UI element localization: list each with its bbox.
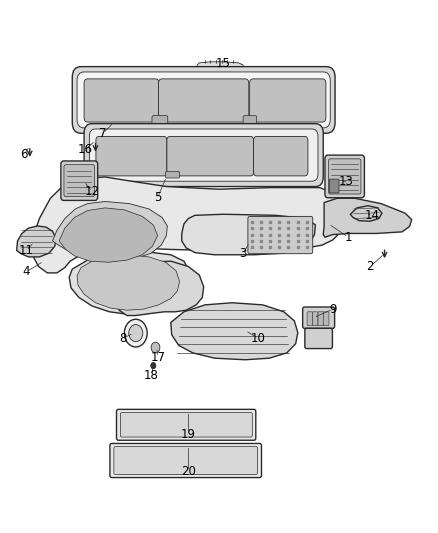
FancyBboxPatch shape <box>114 447 258 474</box>
FancyBboxPatch shape <box>329 179 339 193</box>
Ellipse shape <box>151 342 160 353</box>
Polygon shape <box>323 198 412 237</box>
FancyBboxPatch shape <box>117 409 256 440</box>
FancyBboxPatch shape <box>61 161 98 200</box>
Text: 8: 8 <box>119 332 126 345</box>
FancyBboxPatch shape <box>250 79 326 122</box>
Ellipse shape <box>151 362 156 369</box>
Text: 10: 10 <box>251 332 266 345</box>
Text: 6: 6 <box>20 148 28 161</box>
Text: 1: 1 <box>344 231 352 244</box>
FancyBboxPatch shape <box>318 312 324 326</box>
FancyBboxPatch shape <box>167 136 254 176</box>
FancyBboxPatch shape <box>64 165 95 197</box>
Ellipse shape <box>202 217 227 247</box>
Text: 19: 19 <box>181 428 196 441</box>
Polygon shape <box>17 226 56 257</box>
Text: 11: 11 <box>19 244 34 257</box>
Ellipse shape <box>232 229 246 246</box>
FancyBboxPatch shape <box>305 328 332 349</box>
FancyBboxPatch shape <box>166 172 180 178</box>
Polygon shape <box>59 208 158 262</box>
FancyBboxPatch shape <box>323 312 329 326</box>
FancyBboxPatch shape <box>110 443 261 478</box>
FancyBboxPatch shape <box>303 307 335 328</box>
Polygon shape <box>31 177 344 273</box>
Text: 9: 9 <box>329 303 337 316</box>
FancyBboxPatch shape <box>84 124 323 187</box>
Text: 7: 7 <box>99 127 107 140</box>
Polygon shape <box>197 62 243 70</box>
Polygon shape <box>69 252 191 314</box>
Ellipse shape <box>129 325 143 342</box>
FancyBboxPatch shape <box>120 413 252 437</box>
Polygon shape <box>171 303 298 360</box>
Ellipse shape <box>124 319 147 347</box>
Text: 13: 13 <box>339 175 353 188</box>
FancyBboxPatch shape <box>159 79 249 122</box>
Text: 16: 16 <box>78 143 93 156</box>
Text: 18: 18 <box>144 369 159 382</box>
Polygon shape <box>53 201 167 261</box>
FancyBboxPatch shape <box>328 159 361 194</box>
Text: 4: 4 <box>22 265 30 278</box>
Text: 2: 2 <box>366 260 374 273</box>
Polygon shape <box>350 206 382 221</box>
Polygon shape <box>114 261 204 316</box>
Ellipse shape <box>228 224 250 251</box>
FancyBboxPatch shape <box>254 136 308 176</box>
FancyBboxPatch shape <box>89 129 318 181</box>
FancyBboxPatch shape <box>77 72 330 128</box>
Text: 20: 20 <box>181 465 196 478</box>
FancyBboxPatch shape <box>72 67 335 133</box>
Ellipse shape <box>207 222 223 241</box>
Polygon shape <box>77 255 180 310</box>
Text: 15: 15 <box>216 58 231 70</box>
Ellipse shape <box>36 237 47 248</box>
FancyBboxPatch shape <box>243 116 257 124</box>
Ellipse shape <box>71 178 80 189</box>
FancyBboxPatch shape <box>84 79 159 122</box>
FancyBboxPatch shape <box>152 116 168 124</box>
FancyBboxPatch shape <box>325 155 364 198</box>
Text: 5: 5 <box>154 191 161 204</box>
Text: 3: 3 <box>240 247 247 260</box>
Text: 12: 12 <box>85 185 99 198</box>
Text: 17: 17 <box>150 351 165 364</box>
FancyBboxPatch shape <box>312 312 318 326</box>
Text: 14: 14 <box>365 209 380 222</box>
FancyBboxPatch shape <box>96 136 167 176</box>
Ellipse shape <box>139 281 159 303</box>
FancyBboxPatch shape <box>248 216 313 254</box>
FancyBboxPatch shape <box>307 312 313 326</box>
Polygon shape <box>182 214 315 255</box>
